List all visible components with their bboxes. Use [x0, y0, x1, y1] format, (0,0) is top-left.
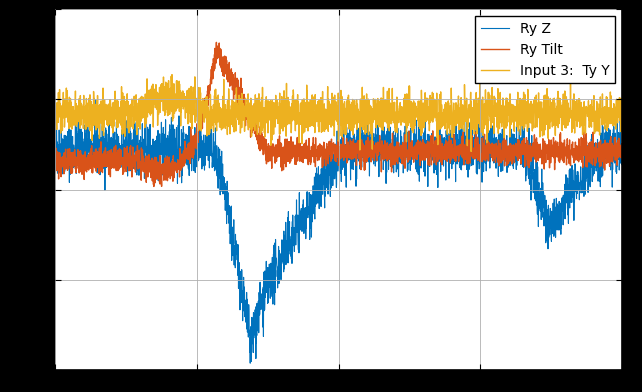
Ry Z — [618, 149, 626, 153]
Ry Z — [607, 138, 615, 143]
Input 3:  Ty Y: (342, 0.094): Ty Y: (342, 0.094) — [116, 113, 124, 118]
Input 3:  Ty Y: (0, 0.0532): Ty Y: (0, 0.0532) — [51, 122, 59, 127]
Line: Ry Tilt: Ry Tilt — [55, 42, 622, 187]
Ry Tilt — [150, 165, 157, 169]
Ry Tilt — [150, 184, 158, 189]
Ry Z — [546, 218, 554, 223]
Line: Ry Z: Ry Z — [55, 98, 622, 363]
Ry Tilt — [294, 141, 302, 146]
Input 3:  Ty Y: (2.94e+03, 0.0939): Ty Y: (2.94e+03, 0.0939) — [607, 113, 615, 118]
Line: Input 3:  Ty Y: Input 3: Ty Y — [55, 74, 622, 151]
Legend: Ry Z, Ry Tilt, Input 3:  Ty Y: Ry Z, Ry Tilt, Input 3: Ty Y — [475, 16, 615, 83]
Ry Tilt — [51, 171, 59, 175]
Ry Tilt — [269, 148, 277, 153]
Input 3:  Ty Y: (2.2e+03, -0.0611): Ty Y: (2.2e+03, -0.0611) — [467, 149, 475, 154]
Ry Z — [247, 361, 254, 365]
Ry Tilt — [546, 150, 554, 154]
Input 3:  Ty Y: (617, 0.269): Ty Y: (617, 0.269) — [168, 72, 176, 77]
Ry Tilt — [618, 156, 626, 161]
Input 3:  Ty Y: (520, 0.143): Ty Y: (520, 0.143) — [150, 102, 157, 106]
Ry Z — [51, 140, 59, 145]
Input 3:  Ty Y: (2.62e+03, 0.167): Ty Y: (2.62e+03, 0.167) — [546, 96, 554, 101]
Ry Z — [598, 96, 606, 101]
Ry Z — [293, 227, 301, 232]
Ry Tilt — [213, 40, 220, 45]
Ry Tilt — [116, 165, 124, 169]
Input 3:  Ty Y: (1.15e+03, 0.131): Ty Y: (1.15e+03, 0.131) — [269, 104, 277, 109]
Ry Z — [269, 302, 277, 307]
Input 3:  Ty Y: (3e+03, 0.134): Ty Y: (3e+03, 0.134) — [618, 104, 626, 109]
Ry Z — [150, 168, 157, 172]
Ry Z — [116, 143, 124, 148]
Input 3:  Ty Y: (1.28e+03, 0.157): Ty Y: (1.28e+03, 0.157) — [293, 98, 301, 103]
Ry Tilt — [607, 149, 615, 154]
